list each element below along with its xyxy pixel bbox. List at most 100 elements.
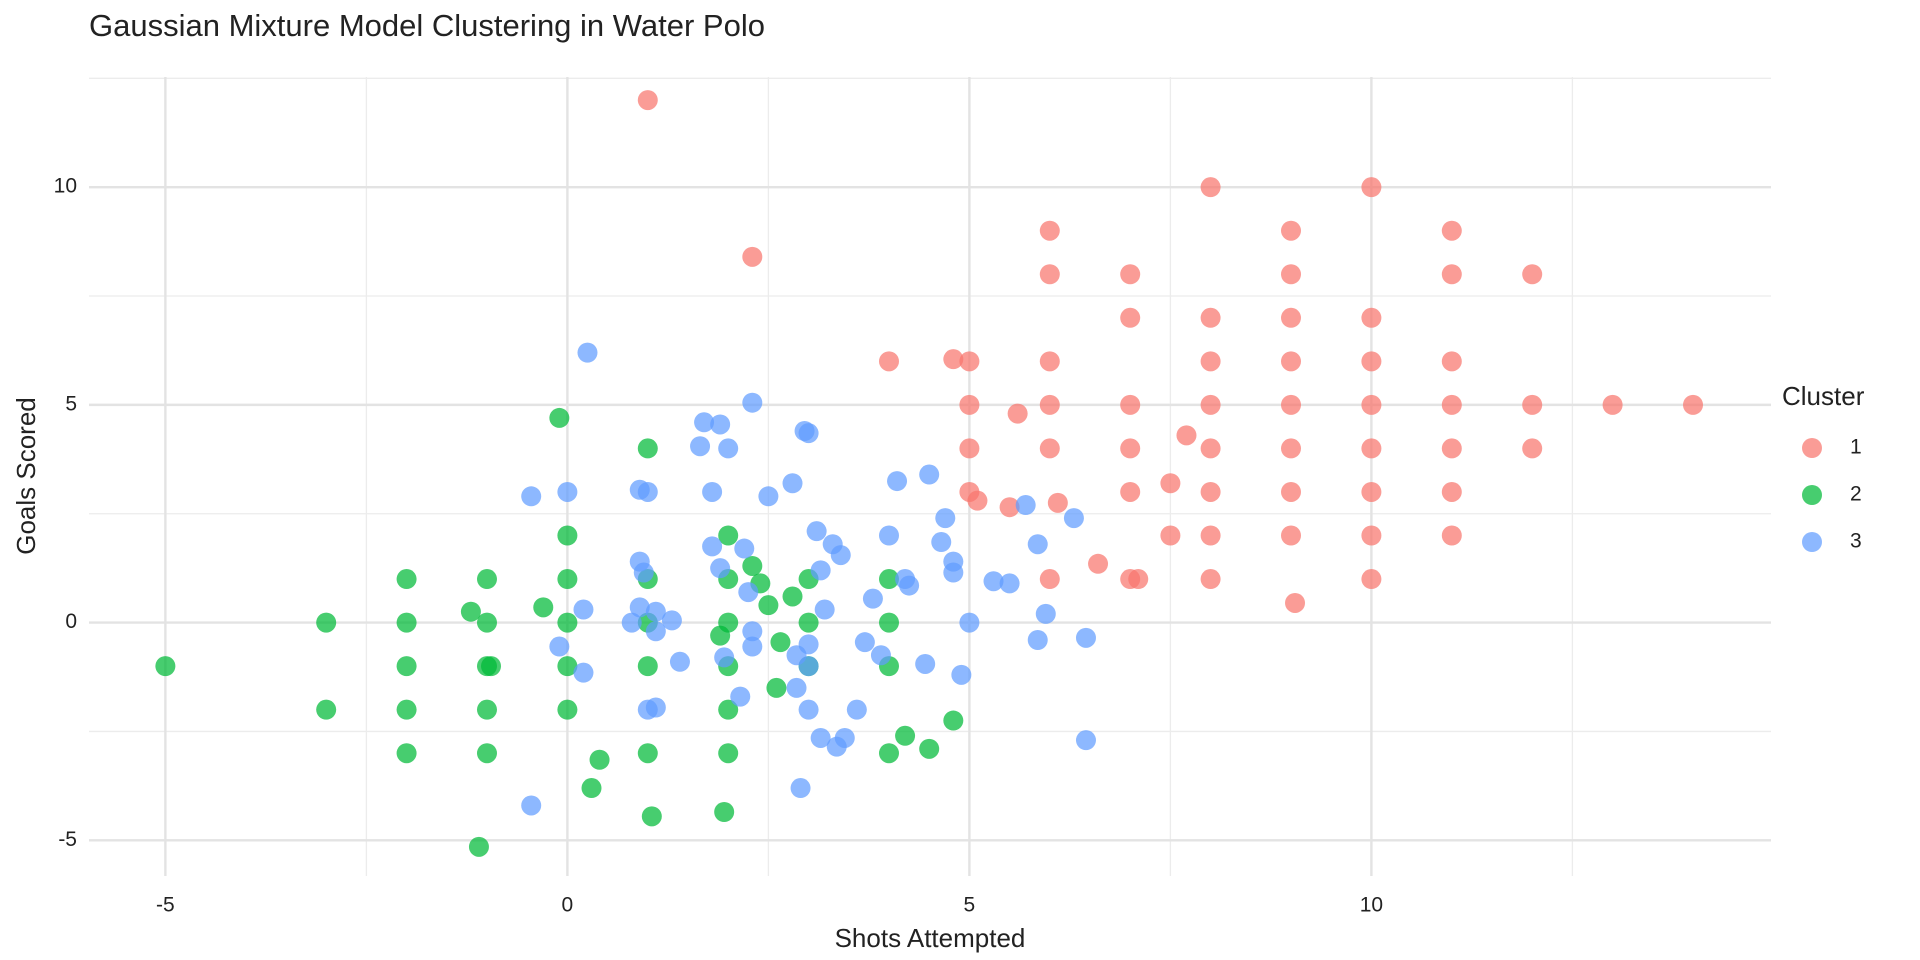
point: [521, 795, 542, 816]
point: [549, 636, 570, 657]
point: [1039, 569, 1060, 590]
point: [878, 525, 899, 546]
y-tick-label: 10: [54, 175, 77, 198]
point: [887, 471, 908, 492]
point: [1200, 481, 1221, 502]
point: [476, 743, 497, 764]
point: [834, 727, 855, 748]
point: [645, 697, 666, 718]
point: [1281, 481, 1302, 502]
point: [1176, 425, 1197, 446]
point: [396, 699, 417, 720]
point: [1007, 403, 1028, 424]
y-tick-label: 0: [65, 610, 77, 633]
legend-label: 2: [1850, 483, 1862, 506]
point: [573, 599, 594, 620]
point: [786, 677, 807, 698]
point: [1441, 351, 1462, 372]
point: [806, 521, 827, 542]
point: [1160, 525, 1181, 546]
point: [798, 699, 819, 720]
point: [959, 351, 980, 372]
point: [1281, 394, 1302, 415]
point: [396, 612, 417, 633]
point: [1281, 438, 1302, 459]
point: [742, 392, 763, 413]
point: [714, 801, 735, 822]
point: [854, 632, 875, 653]
point: [557, 699, 578, 720]
point: [718, 699, 739, 720]
point: [702, 536, 723, 557]
point: [766, 677, 787, 698]
point: [521, 486, 542, 507]
point: [959, 438, 980, 459]
point: [1361, 307, 1382, 328]
point: [1039, 438, 1060, 459]
point: [1015, 495, 1036, 516]
point: [1361, 525, 1382, 546]
point: [734, 538, 755, 559]
point: [758, 595, 779, 616]
point: [1128, 569, 1149, 590]
point: [1063, 508, 1084, 529]
point: [1047, 492, 1068, 513]
point: [1200, 177, 1221, 198]
point: [967, 490, 988, 511]
point: [915, 653, 936, 674]
point: [633, 562, 654, 583]
point: [1120, 438, 1141, 459]
point: [645, 601, 666, 622]
point: [935, 508, 956, 529]
point: [1039, 264, 1060, 285]
point: [878, 612, 899, 633]
point: [895, 725, 916, 746]
point: [742, 621, 763, 642]
point: [316, 612, 337, 633]
point: [1683, 394, 1704, 415]
point: [1281, 264, 1302, 285]
chart-title: Gaussian Mixture Model Clustering in Wat…: [89, 8, 765, 43]
point: [1200, 525, 1221, 546]
point: [1281, 307, 1302, 328]
point: [637, 743, 658, 764]
point: [1200, 394, 1221, 415]
point: [782, 586, 803, 607]
point: [878, 351, 899, 372]
point: [637, 656, 658, 677]
point: [770, 632, 791, 653]
point: [999, 573, 1020, 594]
point: [846, 699, 867, 720]
point: [1027, 534, 1048, 555]
point: [710, 558, 731, 579]
point: [557, 569, 578, 590]
legend-marker: [1802, 438, 1822, 458]
point: [468, 836, 489, 857]
point: [718, 438, 739, 459]
point: [1285, 592, 1306, 613]
point: [1120, 307, 1141, 328]
point: [581, 778, 602, 799]
point: [316, 699, 337, 720]
point: [1441, 481, 1462, 502]
point: [641, 806, 662, 827]
point: [830, 545, 851, 566]
point: [621, 612, 642, 633]
point: [814, 599, 835, 620]
x-tick-label: -5: [156, 894, 175, 917]
point: [1160, 473, 1181, 494]
point: [999, 497, 1020, 518]
point: [710, 625, 731, 646]
point: [798, 612, 819, 633]
point: [899, 575, 920, 596]
point: [862, 588, 883, 609]
point: [557, 612, 578, 633]
point: [742, 246, 763, 267]
point: [1361, 177, 1382, 198]
point: [790, 778, 811, 799]
point: [1441, 264, 1462, 285]
point: [702, 481, 723, 502]
point: [637, 90, 658, 111]
